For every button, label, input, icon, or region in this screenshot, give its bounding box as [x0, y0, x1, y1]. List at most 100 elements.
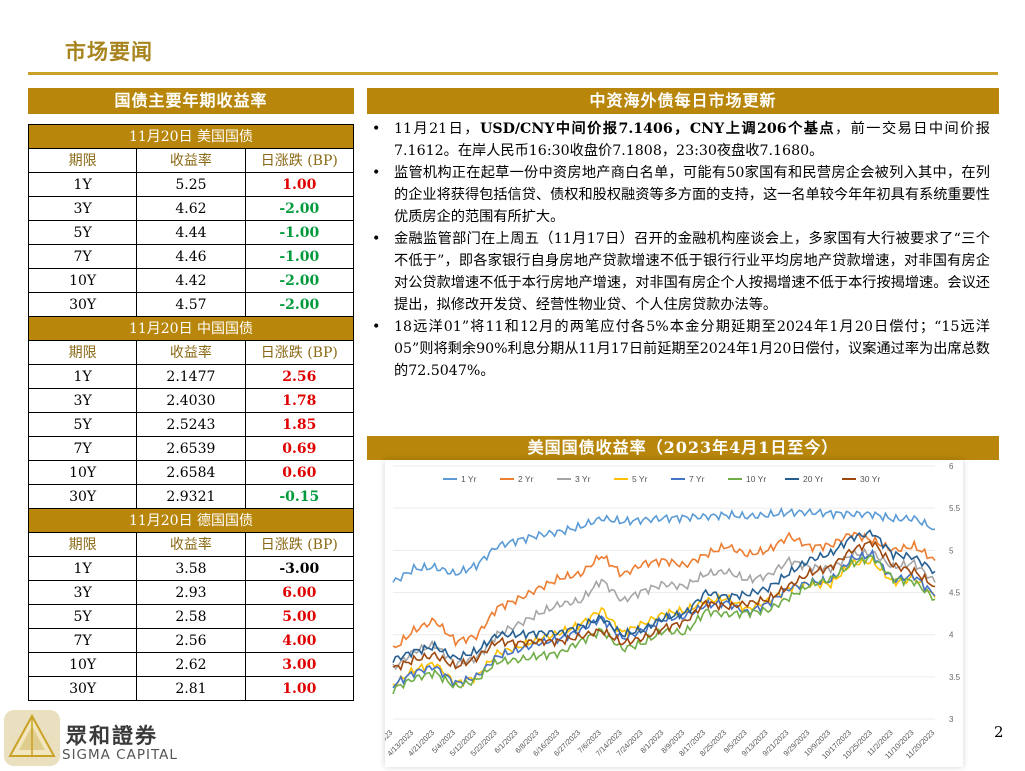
change-cell: 1.00 [244, 676, 355, 701]
series-line [392, 531, 936, 649]
yield-cell: 4.46 [136, 244, 246, 269]
bond-yields-table: 11月20日 美国国债 期限 收益率 日涨跌 (BP) 1Y 5.25 1.00 3Y 4.62… [27, 124, 355, 701]
news-text-post: ，前一交易日中间价报7.1612。在岸人民币16:30收盘价7.1808，23:… [394, 121, 990, 159]
news-item: • 监管机构正在起草一份中资房地产商白名单，可能有50家国有和民营房企会被列入其中… [370, 162, 990, 228]
chart-header: 美国国债收益率（2023年4月1日至今） [367, 436, 999, 460]
column-header: 期限 [27, 532, 138, 557]
yield-cell: 4.44 [136, 220, 246, 245]
table-row: 30Y 2.9321 -0.15 [27, 484, 355, 509]
change-cell: 4.00 [244, 628, 355, 653]
series-line [392, 540, 936, 672]
news-text-bold: USD/CNY中间价报7.1406，CNY上调206个基点 [479, 121, 836, 137]
column-header: 期限 [27, 340, 138, 365]
chart-svg: 3 3.5 4 4.5 5 5.5 6 1 Yr 2 Yr 3 Yr 5 Yr 7 Yr 10 Yr 20… [367, 462, 961, 761]
news-text-pre: 18远洋01”将11和12月的两笔应付各5%本金分期延期至2024年1月20日偿… [394, 319, 990, 379]
yield-cell: 2.93 [136, 580, 246, 605]
y-tick-label: 5.5 [949, 504, 961, 513]
yield-cell: 5.25 [136, 172, 246, 197]
table-row: 1Y 5.25 1.00 [27, 172, 355, 197]
page-title: 市场要闻 [65, 39, 153, 64]
news-list: • 11月21日，USD/CNY中间价报7.1406，CNY上调206个基点，前一… [370, 118, 990, 382]
table-row: 3Y 2.93 6.00 [27, 580, 355, 605]
table-row: 10Y 2.62 3.00 [27, 652, 355, 677]
legend-label: 3 Yr [575, 474, 591, 484]
table-row: 3Y 4.62 -2.00 [27, 196, 355, 221]
term-cell: 1Y [27, 556, 138, 581]
table-row: 7Y 4.46 -1.00 [27, 244, 355, 269]
term-cell: 7Y [27, 628, 138, 653]
section-title: 11月20日 中国国债 [28, 316, 354, 341]
change-cell: 1.85 [244, 412, 355, 437]
legend-label: 1 Yr [461, 474, 477, 484]
y-tick-label: 4.5 [949, 589, 961, 598]
legend-label: 2 Yr [518, 474, 534, 484]
table-row: 3Y 2.4030 1.78 [27, 388, 355, 413]
yield-cell: 2.62 [136, 652, 246, 677]
triangle-logo-icon [4, 710, 60, 766]
news-text-pre: 监管机构正在起草一份中资房地产商白名单，可能有50家国有和民营房企会被列入其中，… [394, 165, 990, 225]
term-cell: 3Y [27, 580, 138, 605]
term-cell: 7Y [27, 244, 138, 269]
legend-label: 10 Yr [746, 474, 766, 484]
section-title-row: 11月20日 德国国债 [28, 508, 354, 533]
yield-cell: 2.6584 [136, 460, 246, 485]
yield-cell: 4.42 [136, 268, 246, 293]
legend-label: 20 Yr [803, 474, 823, 484]
y-tick-label: 4 [949, 631, 954, 640]
column-header-row: 期限 收益率 日涨跌 (BP) [27, 532, 355, 557]
table-row: 5Y 2.5243 1.85 [27, 412, 355, 437]
title-divider [28, 72, 998, 75]
term-cell: 5Y [27, 412, 138, 437]
change-cell: -1.00 [244, 244, 355, 269]
term-cell: 1Y [27, 172, 138, 197]
legend-label: 7 Yr [689, 474, 705, 484]
y-tick-label: 6 [949, 462, 954, 471]
term-cell: 1Y [27, 364, 138, 389]
legend-label: 5 Yr [632, 474, 648, 484]
term-cell: 30Y [27, 676, 138, 701]
series-line [392, 555, 936, 695]
yield-cell: 2.58 [136, 604, 246, 629]
change-cell: -2.00 [244, 292, 355, 317]
series-line [392, 555, 936, 688]
change-cell: -2.00 [244, 268, 355, 293]
bullet-icon: • [372, 319, 381, 335]
table-row: 1Y 3.58 -3.00 [27, 556, 355, 581]
column-header: 期限 [27, 148, 138, 173]
term-cell: 30Y [27, 292, 138, 317]
news-item: • 11月21日，USD/CNY中间价报7.1406，CNY上调206个基点，前一… [370, 118, 990, 162]
change-cell: -2.00 [244, 196, 355, 221]
term-cell: 3Y [27, 388, 138, 413]
column-header: 收益率 [136, 148, 246, 173]
change-cell: 5.00 [244, 604, 355, 629]
yields-panel-header: 国债主要年期收益率 [28, 88, 354, 114]
yield-cell: 3.58 [136, 556, 246, 581]
table-row: 7Y 2.56 4.00 [27, 628, 355, 653]
news-text-pre: 11月21日， [394, 121, 480, 137]
column-header: 日涨跌 (BP) [244, 340, 355, 365]
bullet-icon: • [372, 121, 381, 137]
section-title: 11月20日 德国国债 [28, 508, 354, 533]
change-cell: 2.56 [244, 364, 355, 389]
company-logo: 眾和證券 SIGMA CAPITAL [4, 710, 194, 767]
change-cell: -1.00 [244, 220, 355, 245]
term-cell: 30Y [27, 484, 138, 509]
column-header: 收益率 [136, 340, 246, 365]
section-title-row: 11月20日 中国国债 [28, 316, 354, 341]
column-header: 收益率 [136, 532, 246, 557]
logo-chinese-name: 眾和證券 [66, 724, 158, 748]
change-cell: -3.00 [244, 556, 355, 581]
change-cell: 0.69 [244, 436, 355, 461]
section-title-row: 11月20日 美国国债 [28, 124, 354, 149]
news-item: • 18远洋01”将11和12月的两笔应付各5%本金分期延期至2024年1月20日… [370, 316, 990, 382]
table-row: 30Y 4.57 -2.00 [27, 292, 355, 317]
table-row: 5Y 4.44 -1.00 [27, 220, 355, 245]
term-cell: 7Y [27, 436, 138, 461]
table-row: 30Y 2.81 1.00 [27, 676, 355, 701]
term-cell: 3Y [27, 196, 138, 221]
column-header: 日涨跌 (BP) [244, 532, 355, 557]
change-cell: 6.00 [244, 580, 355, 605]
page-number: 2 [994, 723, 1004, 741]
change-cell: 0.60 [244, 460, 355, 485]
yield-cell: 2.81 [136, 676, 246, 701]
